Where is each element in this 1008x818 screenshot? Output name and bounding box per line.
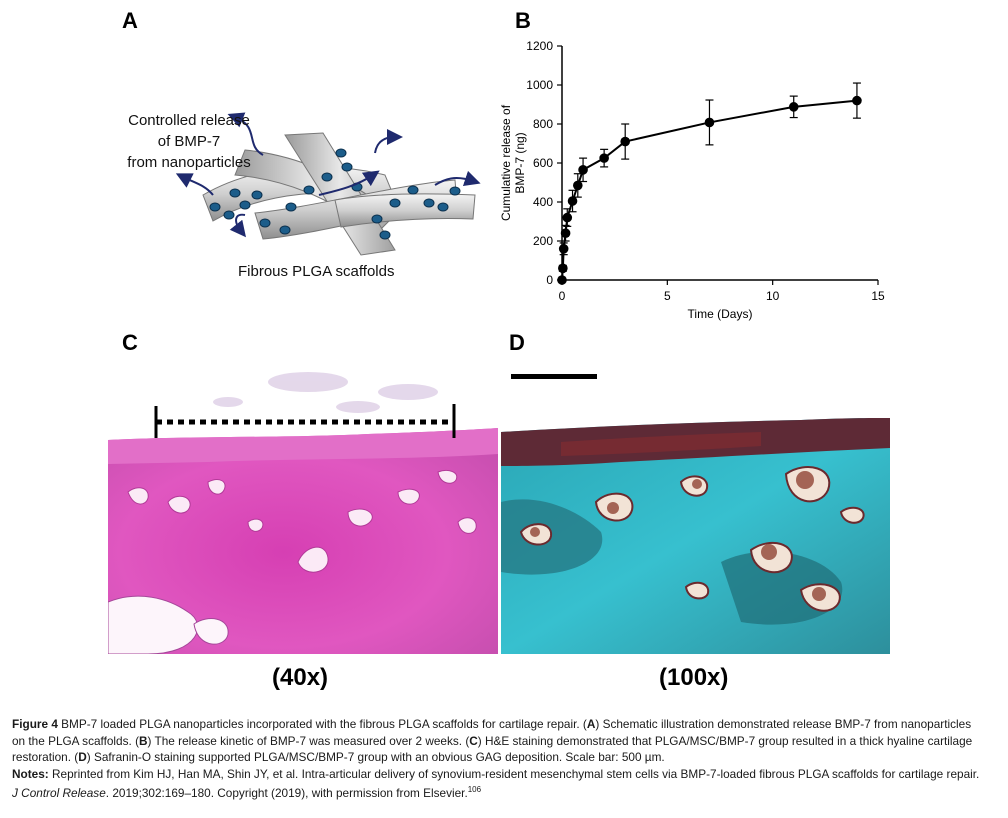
- caption-ref-d: D: [78, 750, 87, 764]
- caption-journal: J Control Release: [12, 785, 106, 800]
- y-tick-label: 800: [533, 117, 553, 131]
- caption-text-c: ) H&E staining demonstrated that PLGA/MS…: [12, 733, 973, 765]
- caption-notes-label: Notes:: [12, 766, 49, 781]
- x-tick-label: 5: [664, 289, 671, 303]
- data-point: [578, 165, 588, 175]
- caption-notes: Notes: Reprinted from Kim HJ, Han MA, Sh…: [12, 766, 987, 802]
- y-tick-label: 1000: [526, 78, 553, 92]
- caption-ref-b: B: [139, 733, 148, 748]
- data-point: [852, 95, 862, 106]
- chart-series: [557, 82, 862, 285]
- caption-text-b: ) The release kinetic of BMP-7 was measu…: [147, 733, 470, 748]
- he-stain-image: [108, 362, 498, 654]
- safranin-o-stain-image: [501, 362, 890, 654]
- caption-ref-c: C: [469, 733, 478, 748]
- data-point: [562, 212, 573, 223]
- scaffold-fibers: [202, 132, 476, 256]
- panel-a-letter: A: [122, 8, 138, 33]
- release-chart: 0 200 400 600 800 1000 1200 0 5 10 15 Time (Days) Cu…: [499, 39, 885, 321]
- data-point: [620, 136, 630, 147]
- panel-d-letter: D: [509, 330, 525, 355]
- caption-citation: . 2019;302:169–180. Copyright (2019), wi…: [105, 785, 468, 800]
- chart-axes: 0 200 400 600 800 1000 1200 0 5 10 15 Time (Days) Cu…: [499, 39, 885, 321]
- data-point: [558, 263, 568, 274]
- magnification-d: (100x): [659, 664, 729, 691]
- y-axis-label-line2: BMP-7 (ng): [513, 132, 527, 193]
- data-point: [599, 153, 609, 163]
- caption-ref-number: 106: [467, 785, 482, 794]
- scaffold-schematic: [175, 112, 481, 256]
- data-point: [567, 196, 578, 206]
- panel-b-letter: B: [515, 8, 531, 33]
- caption-text-a: ) Schematic illustration demonstrated re…: [12, 717, 972, 748]
- x-tick-label: 0: [559, 289, 566, 303]
- panel-c-letter: C: [122, 330, 138, 355]
- scaffold-label: Fibrous PLGA scaffolds: [238, 263, 395, 280]
- y-tick-label: 0: [546, 273, 553, 287]
- magnification-c: (40x): [272, 664, 329, 691]
- y-tick-label: 1200: [526, 39, 553, 53]
- y-tick-label: 200: [533, 234, 553, 248]
- data-point: [573, 180, 583, 191]
- data-point: [704, 117, 715, 128]
- data-point: [558, 244, 569, 254]
- release-label: Controlled release of BMP-7 from nanopar…: [113, 110, 265, 173]
- data-point: [788, 102, 799, 112]
- x-tick-label: 15: [871, 289, 885, 303]
- x-tick-label: 10: [766, 289, 780, 303]
- caption-notes-text: Reprinted from Kim HJ, Han MA, Shin JY, …: [48, 766, 980, 781]
- data-point: [560, 228, 571, 238]
- scale-bar-d: [511, 374, 597, 379]
- y-tick-label: 600: [533, 156, 553, 170]
- data-point: [557, 275, 567, 285]
- caption-main: Figure 4 BMP-7 loaded PLGA nanoparticles…: [12, 716, 987, 766]
- y-tick-label: 400: [533, 195, 553, 209]
- caption-figure-text: BMP-7 loaded PLGA nanoparticles incorpor…: [57, 717, 587, 731]
- figure-caption: Figure 4 BMP-7 loaded PLGA nanoparticles…: [12, 716, 987, 801]
- release-arrows: [175, 112, 481, 238]
- release-label-line2: of BMP-7: [157, 133, 221, 150]
- caption-text-d: ) Safranin-O staining supported PLGA/MSC…: [86, 750, 665, 764]
- release-label-line3: from nanoparticles: [127, 154, 251, 171]
- x-axis-label: Time (Days): [688, 307, 753, 321]
- y-axis-label-line1: Cumulative release of: [499, 104, 513, 221]
- release-label-line1: Controlled release: [128, 112, 250, 129]
- caption-ref-a: A: [586, 717, 596, 731]
- caption-figure-label: Figure 4: [12, 717, 58, 731]
